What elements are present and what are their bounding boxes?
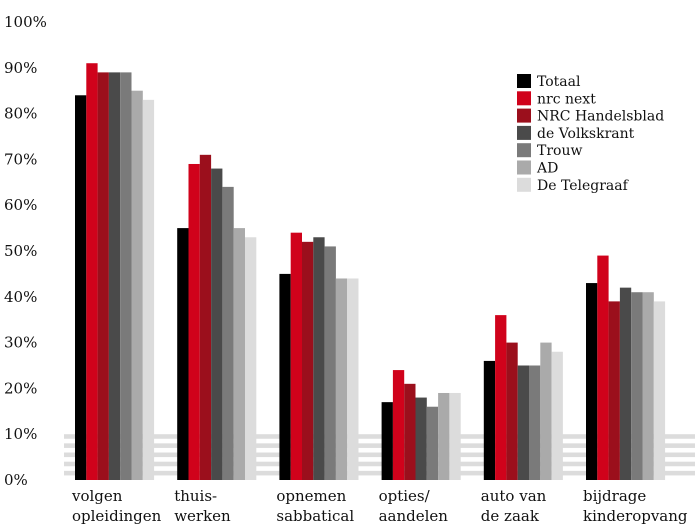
- grid-band: [64, 443, 695, 448]
- category-label: opleidingen: [72, 507, 162, 525]
- legend-label: AD: [536, 161, 558, 177]
- category-label: werken: [174, 507, 231, 525]
- bar: [177, 228, 189, 480]
- bar: [313, 237, 325, 480]
- grid-bands: [64, 434, 695, 476]
- legend-label: nrc next: [537, 91, 596, 107]
- bar: [415, 397, 427, 480]
- category-label: opties/: [379, 487, 431, 505]
- category-label: bijdrage: [583, 487, 646, 505]
- bar: [381, 402, 393, 480]
- bar: [608, 301, 620, 480]
- bar: [631, 292, 643, 480]
- legend-swatch: [517, 160, 531, 175]
- legend-label: De Telegraaf: [537, 178, 630, 194]
- bar: [653, 301, 666, 480]
- grid-band: [64, 461, 695, 467]
- bar: [529, 365, 541, 480]
- y-tick-label: 50%: [4, 242, 37, 260]
- bar: [449, 392, 461, 480]
- category-label: sabbatical: [276, 507, 354, 525]
- bar: [404, 383, 416, 480]
- bar: [120, 72, 132, 480]
- bar: [438, 392, 450, 480]
- category-label: kinderopvang: [583, 507, 688, 525]
- bar: [335, 278, 348, 480]
- category-label: auto van: [481, 487, 547, 505]
- bar: [495, 315, 507, 480]
- legend-swatch: [517, 177, 531, 192]
- legend-label: Trouw: [537, 143, 582, 159]
- y-tick-label: 40%: [4, 288, 37, 306]
- bar: [188, 163, 200, 481]
- legend-swatch: [517, 74, 531, 88]
- y-tick-label: 10%: [4, 425, 37, 443]
- grid-band: [64, 470, 695, 476]
- bar: [279, 273, 291, 480]
- legend-label: de Volkskrant: [537, 126, 635, 142]
- x-axis-categories: volgen opleidingen thuis-werken opnemen sabb…: [71, 487, 688, 525]
- bar: [131, 90, 143, 480]
- y-tick-label: 30%: [4, 334, 37, 352]
- bar: [506, 342, 518, 480]
- y-tick-label: 70%: [4, 150, 37, 168]
- bar: [540, 342, 552, 480]
- category-label: aandelen: [379, 507, 449, 525]
- bar: [233, 228, 245, 480]
- y-tick-label: 20%: [4, 379, 37, 397]
- category-label: thuis-: [174, 487, 217, 505]
- bar: [245, 237, 257, 480]
- y-tick-label: 90%: [4, 59, 37, 77]
- bar: [108, 72, 121, 480]
- bar: [517, 365, 529, 480]
- legend-swatch: [517, 91, 531, 106]
- bar: [324, 246, 336, 480]
- bar: [222, 186, 234, 480]
- legend-swatch: [517, 108, 531, 123]
- y-axis-ticks: 0% 10% 20% 30% 40% 50% 60% 70% 80% 90% 100%: [4, 13, 47, 489]
- bars: [75, 63, 666, 481]
- bar: [597, 255, 609, 480]
- y-tick-label: 100%: [4, 13, 47, 31]
- bar: [97, 72, 109, 480]
- grid-band: [64, 452, 695, 458]
- bar: [199, 154, 212, 480]
- bar: [483, 360, 496, 480]
- y-tick-label: 80%: [4, 105, 37, 123]
- legend-label: NRC Handelsblad: [537, 109, 664, 125]
- bar: [211, 168, 223, 480]
- category-label: de zaak: [481, 507, 540, 525]
- bar: [642, 292, 654, 480]
- legend-swatch: [517, 125, 531, 140]
- bar: [551, 351, 563, 480]
- category-label: opnemen: [276, 487, 346, 505]
- bar: [619, 287, 632, 480]
- bar: [290, 232, 302, 480]
- bar: [426, 406, 439, 480]
- legend-label: Totaal: [537, 74, 581, 90]
- y-tick-label: 0%: [4, 471, 28, 489]
- bar: [302, 241, 314, 480]
- bar: [86, 63, 98, 480]
- bar: [142, 99, 155, 481]
- grid-band: [64, 434, 695, 439]
- bar: [347, 278, 359, 480]
- category-label: volgen: [71, 487, 123, 505]
- bar: [586, 283, 598, 480]
- legend-swatch: [517, 143, 531, 158]
- bar: [75, 95, 87, 480]
- bar: [392, 370, 405, 480]
- y-tick-label: 60%: [4, 196, 37, 214]
